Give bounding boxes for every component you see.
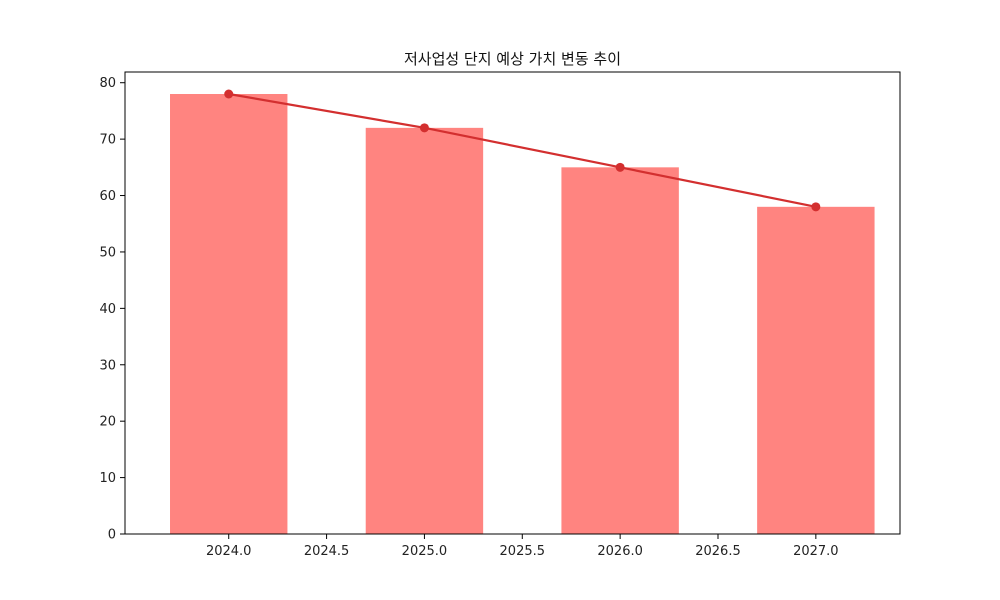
line-point-2025 — [419, 123, 429, 133]
y-tick-label-60: 60 — [99, 189, 116, 204]
y-tick-label-50: 50 — [99, 245, 116, 260]
y-tick-label-40: 40 — [99, 302, 116, 317]
y-tick-label-20: 20 — [99, 415, 116, 430]
x-tick-label-2024.0: 2024.0 — [206, 544, 252, 559]
x-tick-label-2026.5: 2026.5 — [695, 544, 741, 559]
y-tick-label-0: 0 — [108, 528, 116, 543]
x-tick-label-2025.0: 2025.0 — [402, 544, 448, 559]
y-tick-label-10: 10 — [99, 471, 116, 486]
y-tick-label-70: 70 — [99, 133, 116, 148]
line-point-2027 — [811, 202, 821, 212]
x-tick-label-2024.5: 2024.5 — [304, 544, 350, 559]
line-point-2024 — [224, 89, 234, 99]
x-tick-label-2027.0: 2027.0 — [793, 544, 839, 559]
bar-2024 — [170, 94, 288, 534]
y-tick-label-30: 30 — [99, 358, 116, 373]
bar-2027 — [757, 206, 875, 535]
line-point-2026 — [615, 162, 625, 172]
x-tick-label-2025.5: 2025.5 — [500, 544, 546, 559]
trend-line-group — [224, 89, 821, 212]
plot-frame — [124, 71, 901, 535]
bar-group — [170, 94, 875, 535]
bar-2026 — [561, 167, 679, 535]
trend-line — [228, 92, 817, 208]
x-axis: 2024.0 2024.5 2025.0 2025.5 2026.0 2026.5 2027… — [206, 534, 839, 559]
chart-title: 저사업성 단지 예상 가치 변동 추이 — [404, 50, 621, 68]
bar-2025 — [365, 127, 484, 534]
y-tick-label-80: 80 — [99, 76, 116, 91]
y-axis: 0 10 20 30 40 50 60 70 80 — [99, 76, 125, 543]
x-tick-label-2026.0: 2026.0 — [597, 544, 643, 559]
